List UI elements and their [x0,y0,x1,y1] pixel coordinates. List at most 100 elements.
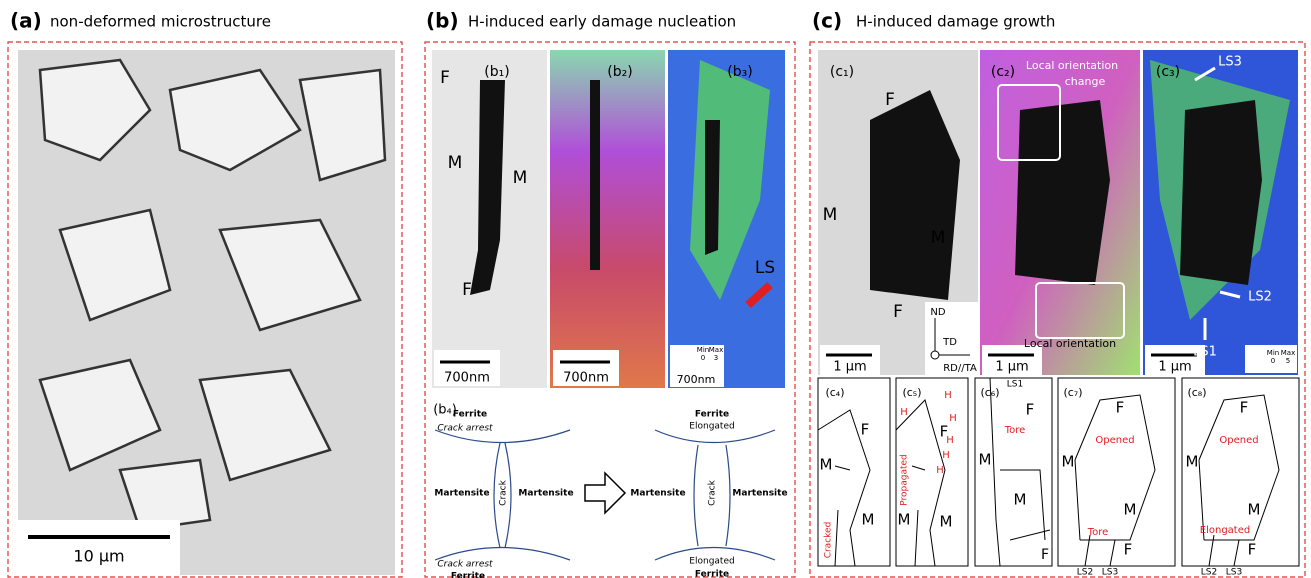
left-4: Martensite [518,489,573,499]
texts-3: Propagated [900,454,910,506]
axes-2: RD//TA [943,363,977,374]
phases-2: M [931,228,946,248]
phases-0: F [440,68,450,88]
c1-scale-bar: 1 µm [833,360,866,375]
right-3: Crack [708,479,718,505]
b3-scale-bar: 700nm [677,373,716,386]
legend-1: 0 [701,354,705,362]
sketches [818,378,1299,566]
texts-7: LS3 [1102,568,1118,578]
texts-6: H [949,413,957,424]
texts-1: M [820,456,833,474]
c7-label: (c₇) [1063,386,1082,399]
panel-c-letter: (c) [812,9,842,33]
c2-scale-bar: 1 µm [995,360,1028,375]
annotations-1: change [1065,75,1106,88]
legend-1: 0 [1271,357,1275,365]
texts-4: Opened [1095,435,1134,446]
texts-0: LS1 [1007,380,1023,390]
b2-scale-bar: 700nm [563,371,609,386]
c5-label: (c₅) [902,386,921,399]
left-3: Crack [499,479,509,505]
texts-0: F [1240,399,1249,417]
c8-label: (c₈) [1187,386,1206,399]
texts-7: H [946,435,954,446]
texts-1: F [1026,401,1035,419]
phases-3: F [462,280,472,300]
texts-5: F [1041,547,1049,563]
left-5: Crack arrest [437,560,493,570]
texts-1: M [898,511,911,529]
axes-1: TD [942,337,957,348]
panel-b-title: H-induced early damage nucleation [468,13,736,31]
texts-2: M [940,513,953,531]
c2-label: (c₂) [991,64,1015,80]
texts-5: H [900,407,908,418]
phases-2: M [513,168,528,188]
annotations-2: LS1 [1193,345,1217,360]
b3-annotation: LS [755,258,775,278]
left-0: Ferrite [453,410,487,420]
b1-label: (b₁) [484,64,509,80]
c4-label: (c₄) [825,386,844,399]
panel-a-title: non-deformed microstructure [50,13,271,31]
texts-1: M [1062,453,1075,471]
right-1: Elongated [689,422,734,432]
texts-3: Cracked [824,522,834,559]
texts-4: Tore [1004,425,1026,436]
axes-0: ND [930,307,945,318]
annotations-0: LS3 [1218,55,1242,70]
texts-8: H [942,450,950,461]
texts-4: H [944,390,952,401]
texts-2: M [862,511,875,529]
texts-1: M [1186,453,1199,471]
c1-label: (c₁) [830,64,854,80]
texts-3: F [1248,541,1257,559]
texts-7: LS3 [1226,568,1242,578]
texts-2: M [1248,501,1261,519]
left-2: Martensite [434,489,489,499]
c6-label: (c₆) [980,386,999,399]
phases-0: F [885,90,895,110]
texts-5: Tore [1087,527,1109,538]
texts-3: M [1014,491,1027,509]
texts-6: LS2 [1201,568,1217,578]
right-0: Ferrite [695,410,729,420]
texts-2: M [979,451,992,469]
c3-scale-bar: 1 µm [1158,360,1191,375]
annotations-1: LS2 [1248,290,1272,305]
texts-9: H [936,465,944,476]
phases-1: M [823,205,838,225]
panel-a-scale-bar: 10 µm [73,547,124,566]
c3-label: (c₃) [1156,64,1180,80]
legend-3: 5 [1286,357,1290,365]
legend-0: Min [697,346,709,354]
right-6: Ferrite [695,570,729,578]
right-5: Elongated [689,557,734,567]
figure: (a) non-deformed microstructure 10 µm (b) H-… [0,0,1311,578]
legend-3: 3 [714,354,718,362]
panel-b-letter: (b) [426,9,459,33]
texts-2: M [1124,501,1137,519]
panel-c-title: H-induced damage growth [856,13,1055,31]
panel-a-letter: (a) [10,9,42,33]
left-6: Ferrite [451,572,485,578]
legend-0: Min [1267,349,1279,357]
b2-label: (b₂) [607,64,632,80]
right-2: Martensite [630,489,685,499]
texts-0: F [861,421,870,439]
phases-3: F [893,302,903,322]
right-4: Martensite [732,489,787,499]
left-1: Crack arrest [437,424,493,434]
b1-scale-bar: 700nm [444,371,490,386]
texts-4: Opened [1219,435,1258,446]
phases-1: M [448,153,463,173]
texts-3: F [1124,541,1133,559]
annotations-0: Local orientation [1026,59,1118,72]
b3-label: (b₃) [727,64,752,80]
annotations-2: Local orientation [1024,337,1116,350]
texts-0: F [1116,399,1125,417]
texts-5: Elongated [1200,525,1250,536]
legend-2: Max [1281,349,1295,357]
legend-2: Max [709,346,723,354]
